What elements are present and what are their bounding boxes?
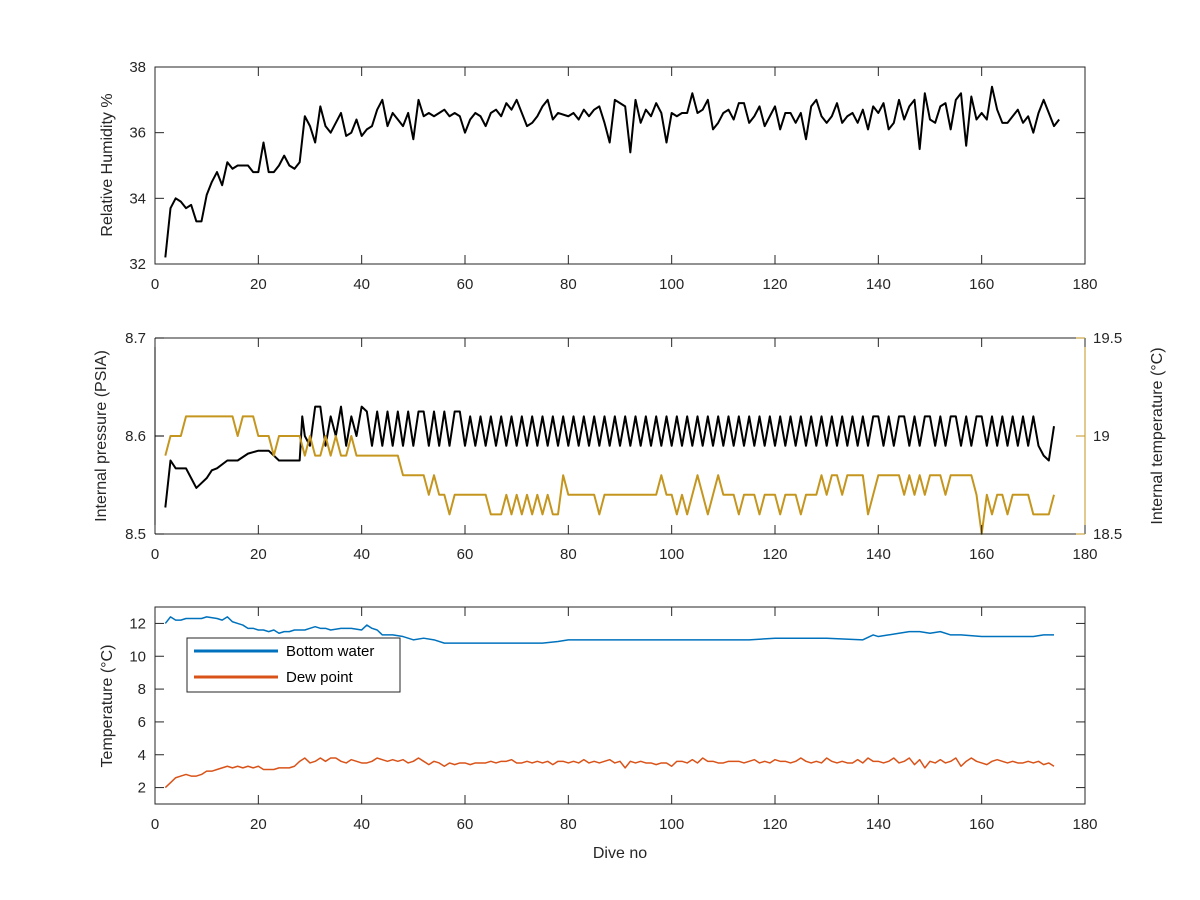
temperature-x-tick-label: 140 <box>866 816 891 833</box>
humidity-y-tick-label: 34 <box>129 190 146 207</box>
legend-box <box>186 637 401 693</box>
temperature-y2-tick-label: 18.5 <box>1093 526 1122 543</box>
humidity-y-tick-label: 36 <box>129 125 146 142</box>
humidity-x-tick-label: 160 <box>969 276 994 293</box>
temperature-y-tick-label: 8 <box>138 681 146 698</box>
legend: Bottom water Dew point <box>186 637 401 693</box>
pressure-x-tick-label: 20 <box>250 546 267 563</box>
temperature-x-ticks: 0 20 40 60 80 100 120 140 160 180 <box>151 607 1098 833</box>
temperature-y2-tick-label: 19.5 <box>1093 330 1122 347</box>
pressure-x-tick-label: 80 <box>560 546 577 563</box>
temperature-y2-tick-label: 19 <box>1093 428 1110 445</box>
temperature-y2-axis-title: Internal temperature (°C) <box>1149 347 1166 524</box>
humidity-x-tick-label: 80 <box>560 276 577 293</box>
pressure-x-ticks: 0 20 40 60 80 100 120 140 160 180 <box>151 338 1098 563</box>
temperature-y-tick-label: 6 <box>138 714 146 731</box>
pressure-line <box>164 405 1055 508</box>
pressure-y-tick-label: 8.7 <box>125 330 146 347</box>
humidity-x-tick-label: 40 <box>353 276 370 293</box>
humidity-x-tick-label: 120 <box>762 276 787 293</box>
legend-label-bottom-water: Bottom water <box>286 643 374 660</box>
humidity-panel: 0 20 40 60 80 100 120 140 160 180 32 34 36 38 Relati… <box>99 59 1098 293</box>
temperature-x-tick-label: 0 <box>151 816 159 833</box>
humidity-y-ticks: 32 34 36 38 <box>129 59 1085 273</box>
temperature-y-tick-label: 4 <box>138 747 146 764</box>
temperature-x-tick-label: 160 <box>969 816 994 833</box>
pressure-x-tick-label: 40 <box>353 546 370 563</box>
pressure-x-tick-label: 120 <box>762 546 787 563</box>
humidity-x-tick-label: 60 <box>457 276 474 293</box>
pressure-x-tick-label: 100 <box>659 546 684 563</box>
bottom-water-line <box>164 616 1054 644</box>
temperature-y-tick-label: 2 <box>138 780 146 797</box>
humidity-y-tick-label: 38 <box>129 59 146 76</box>
pressure-x-tick-label: 140 <box>866 546 891 563</box>
temperature-x-tick-label: 180 <box>1072 816 1097 833</box>
pressure-x-tick-label: 0 <box>151 546 159 563</box>
pressure-x-tick-label: 160 <box>969 546 994 563</box>
temperature-x-tick-label: 120 <box>762 816 787 833</box>
humidity-y-axis-title: Relative Humidity % <box>99 93 116 236</box>
pressure-y-tick-label: 8.6 <box>125 428 146 445</box>
temperature-y2-ticks: 18.5 19 19.5 <box>1076 330 1122 543</box>
pressure-panel: 0 20 40 60 80 100 120 140 160 180 8.58.68.7 18.51… <box>93 330 1166 563</box>
temperature-x-tick-label: 60 <box>457 816 474 833</box>
pressure-y-axis-title: Internal pressure (PSIA) <box>93 350 110 522</box>
temperature-y-tick-label: 12 <box>129 615 146 632</box>
temperature-panel: 0 20 40 60 80 100 120 140 160 180 2 4 6 8 10 12 Temper… <box>99 606 1098 862</box>
temperature-x-tick-label: 40 <box>353 816 370 833</box>
humidity-axes-frame <box>154 66 1086 265</box>
internal-temperature-line <box>164 415 1055 535</box>
temperature-y-ticks: 2 4 6 8 10 12 <box>129 615 1085 797</box>
pressure-x-tick-label: 180 <box>1072 546 1097 563</box>
humidity-y-tick-label: 32 <box>129 256 146 273</box>
humidity-x-tick-label: 180 <box>1072 276 1097 293</box>
temperature-y-axis-title: Temperature (°C) <box>99 645 116 768</box>
humidity-x-tick-label: 140 <box>866 276 891 293</box>
dew-point-line <box>164 757 1055 789</box>
temperature-y-tick-label: 10 <box>129 648 146 665</box>
x-axis-title: Dive no <box>593 845 647 862</box>
pressure-y-ticks: 8.5 8.6 8.7 <box>125 330 164 543</box>
temperature-axes-frame <box>154 606 1086 805</box>
temperature-x-tick-label: 100 <box>659 816 684 833</box>
humidity-x-tick-label: 100 <box>659 276 684 293</box>
temperature-x-tick-label: 80 <box>560 816 577 833</box>
humidity-x-tick-label: 0 <box>151 276 159 293</box>
pressure-y-tick-label: 8.5 <box>125 526 146 543</box>
humidity-x-ticks: 0 20 40 60 80 100 120 140 160 180 <box>151 67 1098 293</box>
humidity-x-tick-label: 20 <box>250 276 267 293</box>
pressure-x-tick-label: 60 <box>457 546 474 563</box>
legend-label-dew-point: Dew point <box>286 669 354 686</box>
humidity-line <box>164 85 1060 258</box>
temperature-x-tick-label: 20 <box>250 816 267 833</box>
